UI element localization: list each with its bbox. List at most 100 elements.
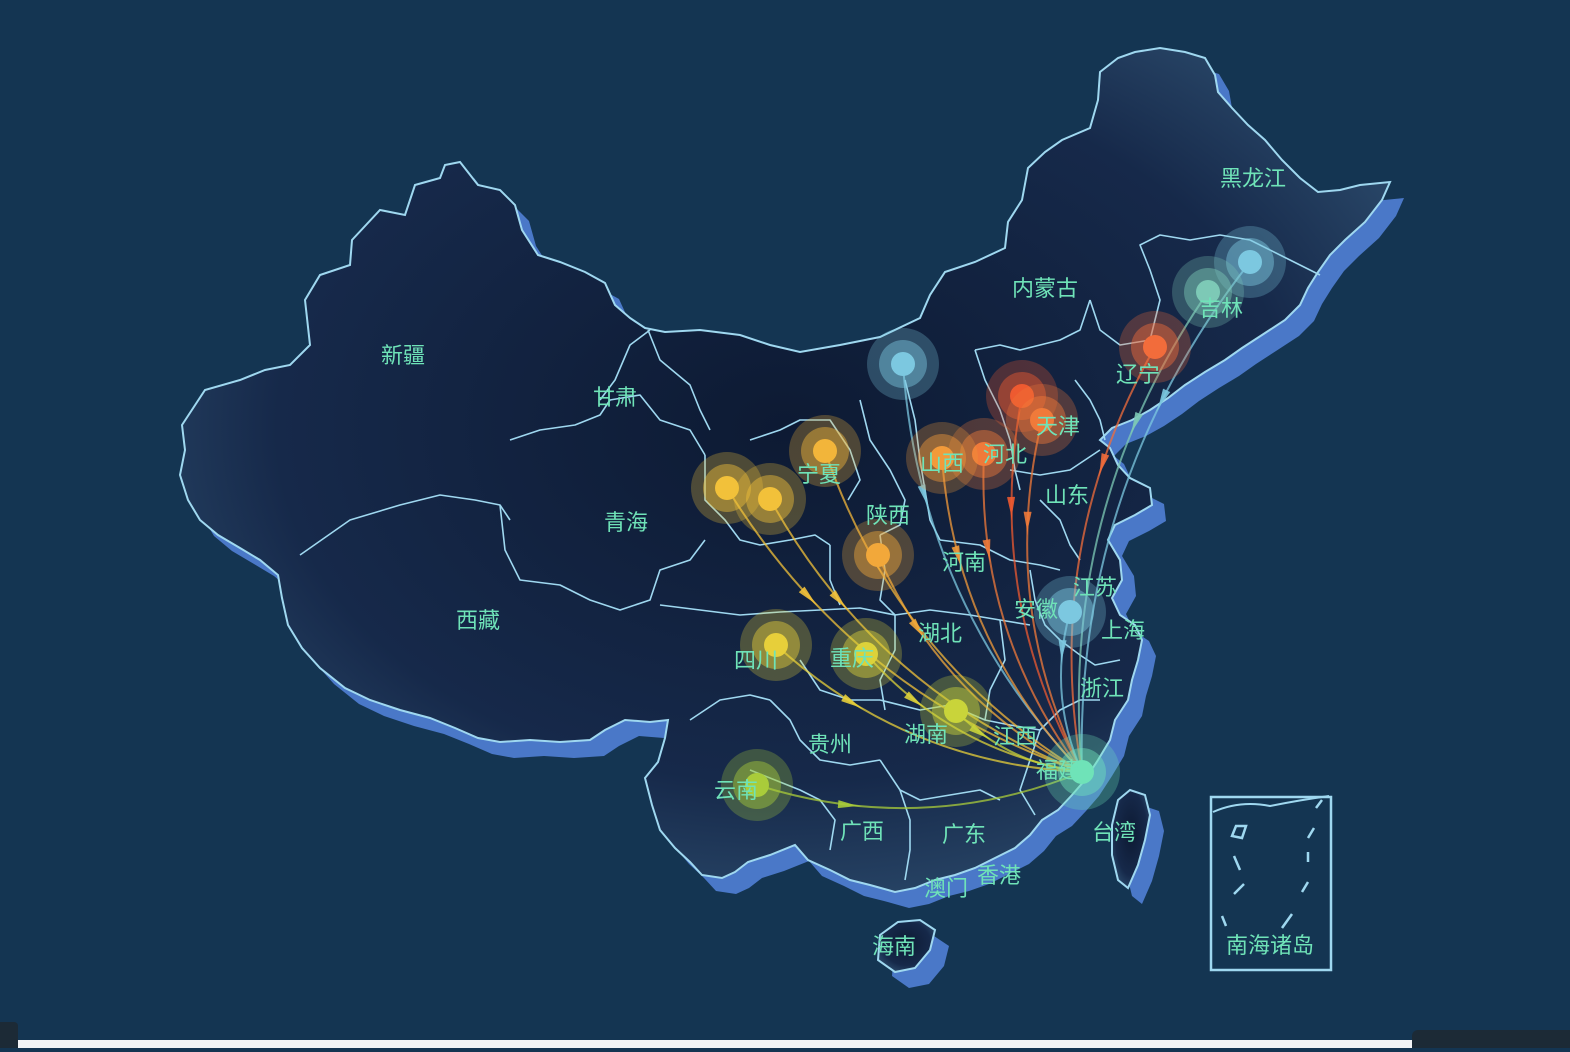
flight-arrow-辽宁	[1098, 451, 1110, 478]
bottom-bar	[0, 1040, 1570, 1048]
hainan-outline	[876, 918, 937, 974]
flight-line-青海	[726, 487, 1083, 773]
flight-arrow-甘肃	[829, 589, 849, 611]
province-border	[599, 329, 651, 401]
flight-line-北京	[1010, 395, 1083, 773]
source-point-重庆[interactable]	[830, 618, 902, 690]
source-point-宁夏[interactable]	[789, 415, 861, 487]
point-dot	[1030, 408, 1054, 432]
province-border	[939, 539, 1061, 571]
province-border	[1029, 569, 1061, 641]
source-point-四川[interactable]	[740, 609, 812, 681]
source-point-山西[interactable]	[906, 422, 978, 494]
flight-line-甘肃	[769, 498, 1083, 773]
point-dot	[1196, 280, 1220, 304]
province-border	[647, 329, 711, 431]
point-dot	[944, 699, 968, 723]
migration-lines	[726, 261, 1251, 810]
point-dot	[891, 352, 915, 376]
flight-arrow-陕西	[908, 617, 927, 641]
source-point-青海[interactable]	[691, 452, 763, 524]
flight-arrow-吉林	[1130, 410, 1143, 436]
corner-widget-right	[1412, 1030, 1570, 1048]
point-dot	[854, 642, 878, 666]
flight-line-安徽	[1059, 611, 1083, 773]
flight-arrow-青海	[798, 585, 819, 607]
flight-line-辽宁	[1070, 346, 1156, 773]
province-border	[904, 379, 941, 541]
point-dot	[866, 543, 890, 567]
province-border	[1039, 699, 1100, 731]
south-china-sea-inset	[1209, 795, 1333, 972]
source-point-安徽[interactable]	[1034, 576, 1106, 648]
source-point-陕西[interactable]	[842, 519, 914, 591]
province-border	[879, 759, 1001, 801]
province-border	[749, 769, 836, 851]
province-border	[974, 299, 1091, 351]
flight-arrow-北京	[1007, 494, 1016, 522]
flight-line-山西	[941, 457, 1083, 773]
province-border	[1074, 379, 1106, 441]
flight-arrow-黑龙江	[1156, 387, 1171, 413]
flight-arrow-河北	[982, 537, 991, 564]
flight-line-湖南	[955, 710, 1083, 773]
flight-arrow-山西	[951, 543, 963, 570]
province-border	[899, 789, 911, 881]
province-border	[1009, 449, 1101, 476]
point-dot	[1070, 760, 1094, 784]
province-border	[879, 615, 896, 711]
point-dot	[1143, 335, 1167, 359]
flight-line-黑龙江	[1080, 261, 1251, 773]
point-dot	[764, 633, 788, 657]
source-point-河北[interactable]	[948, 418, 1020, 490]
province-border	[1039, 499, 1081, 561]
point-dot	[1010, 384, 1034, 408]
flight-arrow-湖南	[968, 723, 992, 741]
province-border	[499, 504, 706, 611]
source-point-天津[interactable]	[1006, 384, 1078, 456]
province-border	[1139, 234, 1251, 341]
point-dot	[972, 442, 996, 466]
province-border	[689, 694, 771, 721]
source-point-吉林[interactable]	[1172, 256, 1244, 328]
point-dot	[813, 439, 837, 463]
province-border	[1249, 239, 1321, 276]
flight-arrow-重庆	[903, 690, 926, 709]
flight-arrow-内蒙古	[917, 482, 929, 509]
source-point-黑龙江[interactable]	[1214, 226, 1286, 298]
taiwan-outline	[1111, 788, 1152, 890]
point-dot	[1238, 250, 1262, 274]
flight-line-宁夏	[824, 450, 1083, 773]
source-point-福建[interactable]	[1044, 734, 1120, 810]
point-dot	[758, 487, 782, 511]
mainland-outline	[178, 46, 1392, 894]
flight-arrow-四川	[839, 694, 864, 710]
province-border	[769, 699, 881, 766]
province-borders	[299, 234, 1321, 881]
province-border	[984, 619, 1006, 721]
source-point-内蒙古[interactable]	[867, 328, 939, 400]
province-border	[974, 349, 1021, 491]
province-border	[1059, 639, 1121, 666]
province-border	[799, 659, 880, 701]
flight-line-云南	[756, 771, 1083, 810]
source-point-湖南[interactable]	[920, 675, 992, 747]
province-border	[1089, 299, 1151, 346]
province-border	[509, 394, 706, 456]
flight-line-河北	[982, 453, 1083, 773]
point-dot	[930, 446, 954, 470]
source-points	[691, 226, 1286, 821]
province-label: 南海诸岛	[1226, 934, 1314, 959]
corner-widget-left	[0, 1022, 18, 1048]
flight-line-四川	[775, 644, 1083, 773]
source-point-云南[interactable]	[721, 749, 793, 821]
province-border	[859, 399, 906, 536]
flight-arrow-云南	[835, 800, 863, 809]
source-point-辽宁[interactable]	[1119, 311, 1191, 383]
source-point-甘肃[interactable]	[734, 463, 806, 535]
point-dot	[715, 476, 739, 500]
flight-line-吉林	[1077, 291, 1209, 773]
province-border	[749, 419, 861, 501]
